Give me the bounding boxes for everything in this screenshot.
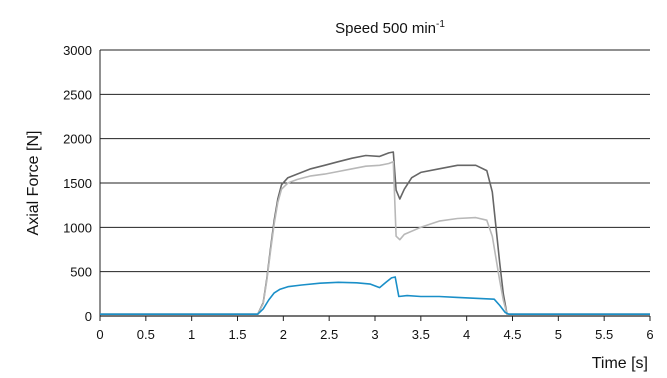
x-tick-5: 5 [555,327,562,342]
x-tick-2.5: 2.5 [320,327,338,342]
data-series [100,151,650,316]
chart-title: Speed 500 min-1 [335,19,445,37]
chart-title-superscript: -1 [436,19,445,30]
y-tick-0: 0 [85,309,92,324]
y-tick-1500: 1500 [63,176,92,191]
y-tick-2000: 2000 [63,132,92,147]
series-line-3 [100,276,650,316]
y-axis-title: Axial Force [N] [25,131,42,236]
y-tick-labels: 0 500 1000 1500 2000 2500 3000 [63,43,92,324]
x-tick-6: 6 [646,327,653,342]
x-tick-0: 0 [96,327,103,342]
x-tick-0.5: 0.5 [137,327,155,342]
x-tick-4: 4 [463,327,470,342]
series-line-1 [100,151,650,316]
y-tick-3000: 3000 [63,43,92,58]
chart-title-main: Speed 500 min [335,20,436,37]
series-line-2 [100,160,650,316]
x-tick-5.5: 5.5 [595,327,613,342]
x-tick-1: 1 [188,327,195,342]
y-tick-2500: 2500 [63,87,92,102]
x-tick-3: 3 [371,327,378,342]
x-tick-1.5: 1.5 [228,327,246,342]
x-tick-3.5: 3.5 [412,327,430,342]
y-tick-1000: 1000 [63,220,92,235]
x-axis-title: Time [s] [592,355,648,372]
grid-lines [99,49,650,320]
x-tick-4.5: 4.5 [503,327,521,342]
x-tick-2: 2 [280,327,287,342]
y-tick-500: 500 [70,265,92,280]
x-tick-labels: 0 0.5 1 1.5 2 2.5 3 3.5 4 4.5 5 5.5 6 [96,316,654,342]
